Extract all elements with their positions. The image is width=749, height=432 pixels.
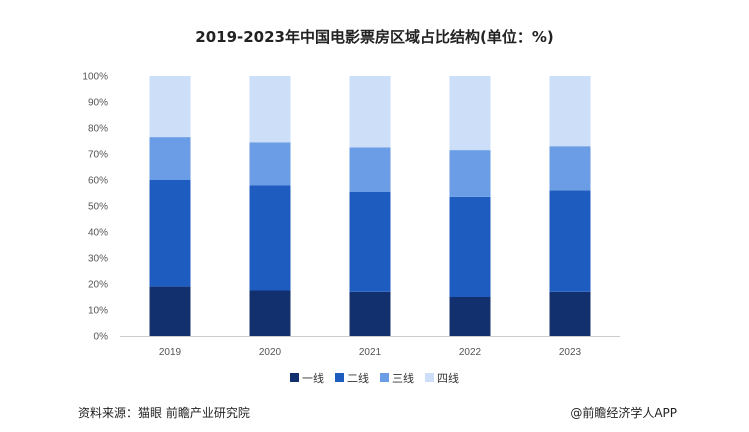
y-axis: 0% 10% 20% 30% 40% 50% 60% 70% 80% 90% 100%	[82, 72, 108, 343]
bar-segment-2023-二线	[549, 190, 591, 292]
legend-swatch	[335, 373, 344, 382]
bar-segment-2022-一线	[449, 297, 491, 336]
bars	[149, 76, 591, 336]
bar-segment-2021-四线	[349, 76, 391, 148]
x-tick-label: 2023	[559, 347, 582, 358]
y-tick-label: 100%	[82, 72, 108, 83]
x-axis: 2019 2020 2021 2022 2023	[120, 336, 620, 358]
legend-label: 二线	[347, 371, 369, 385]
legend-label: 一线	[302, 371, 324, 385]
y-tick-label: 80%	[88, 124, 108, 135]
bar-segment-2019-二线	[149, 180, 191, 287]
bar-segment-2021-二线	[349, 191, 391, 292]
y-tick-label: 10%	[88, 306, 108, 317]
legend: 一线 二线 三线 四线	[290, 371, 459, 385]
legend-swatch	[380, 373, 389, 382]
bar-segment-2022-二线	[449, 196, 491, 297]
source-text: 资料来源：猫眼 前瞻产业研究院	[78, 406, 250, 420]
bar-segment-2020-三线	[249, 142, 291, 186]
credit-text: @前瞻经济学人APP	[570, 406, 677, 420]
y-tick-label: 20%	[88, 280, 108, 291]
y-tick-label: 50%	[88, 202, 108, 213]
bar-segment-2020-一线	[249, 290, 291, 336]
x-tick-label: 2019	[159, 347, 182, 358]
bar-segment-2020-二线	[249, 185, 291, 291]
chart-title: 2019-2023年中国电影票房区域占比结构(单位：%)	[195, 28, 554, 46]
y-tick-label: 40%	[88, 228, 108, 239]
bar-segment-2019-一线	[149, 286, 191, 336]
legend-swatch	[425, 373, 434, 382]
y-tick-label: 30%	[88, 254, 108, 265]
bar-segment-2021-一线	[349, 291, 391, 336]
x-tick-label: 2022	[459, 347, 482, 358]
legend-swatch	[290, 373, 299, 382]
bar-segment-2019-三线	[149, 137, 191, 180]
y-tick-label: 0%	[94, 332, 109, 343]
bar-segment-2023-一线	[549, 291, 591, 336]
legend-label: 四线	[437, 371, 459, 385]
y-tick-label: 70%	[88, 150, 108, 161]
bar-segment-2019-四线	[149, 76, 191, 138]
bar-segment-2020-四线	[249, 76, 291, 143]
y-tick-label: 90%	[88, 98, 108, 109]
bar-segment-2022-四线	[449, 76, 491, 151]
bar-segment-2021-三线	[349, 147, 391, 192]
y-tick-label: 60%	[88, 176, 108, 187]
bar-segment-2023-三线	[549, 146, 591, 191]
bar-segment-2023-四线	[549, 76, 591, 147]
legend-label: 三线	[392, 371, 414, 385]
x-tick-label: 2020	[259, 347, 282, 358]
bar-segment-2022-三线	[449, 150, 491, 197]
x-tick-label: 2021	[359, 347, 382, 358]
